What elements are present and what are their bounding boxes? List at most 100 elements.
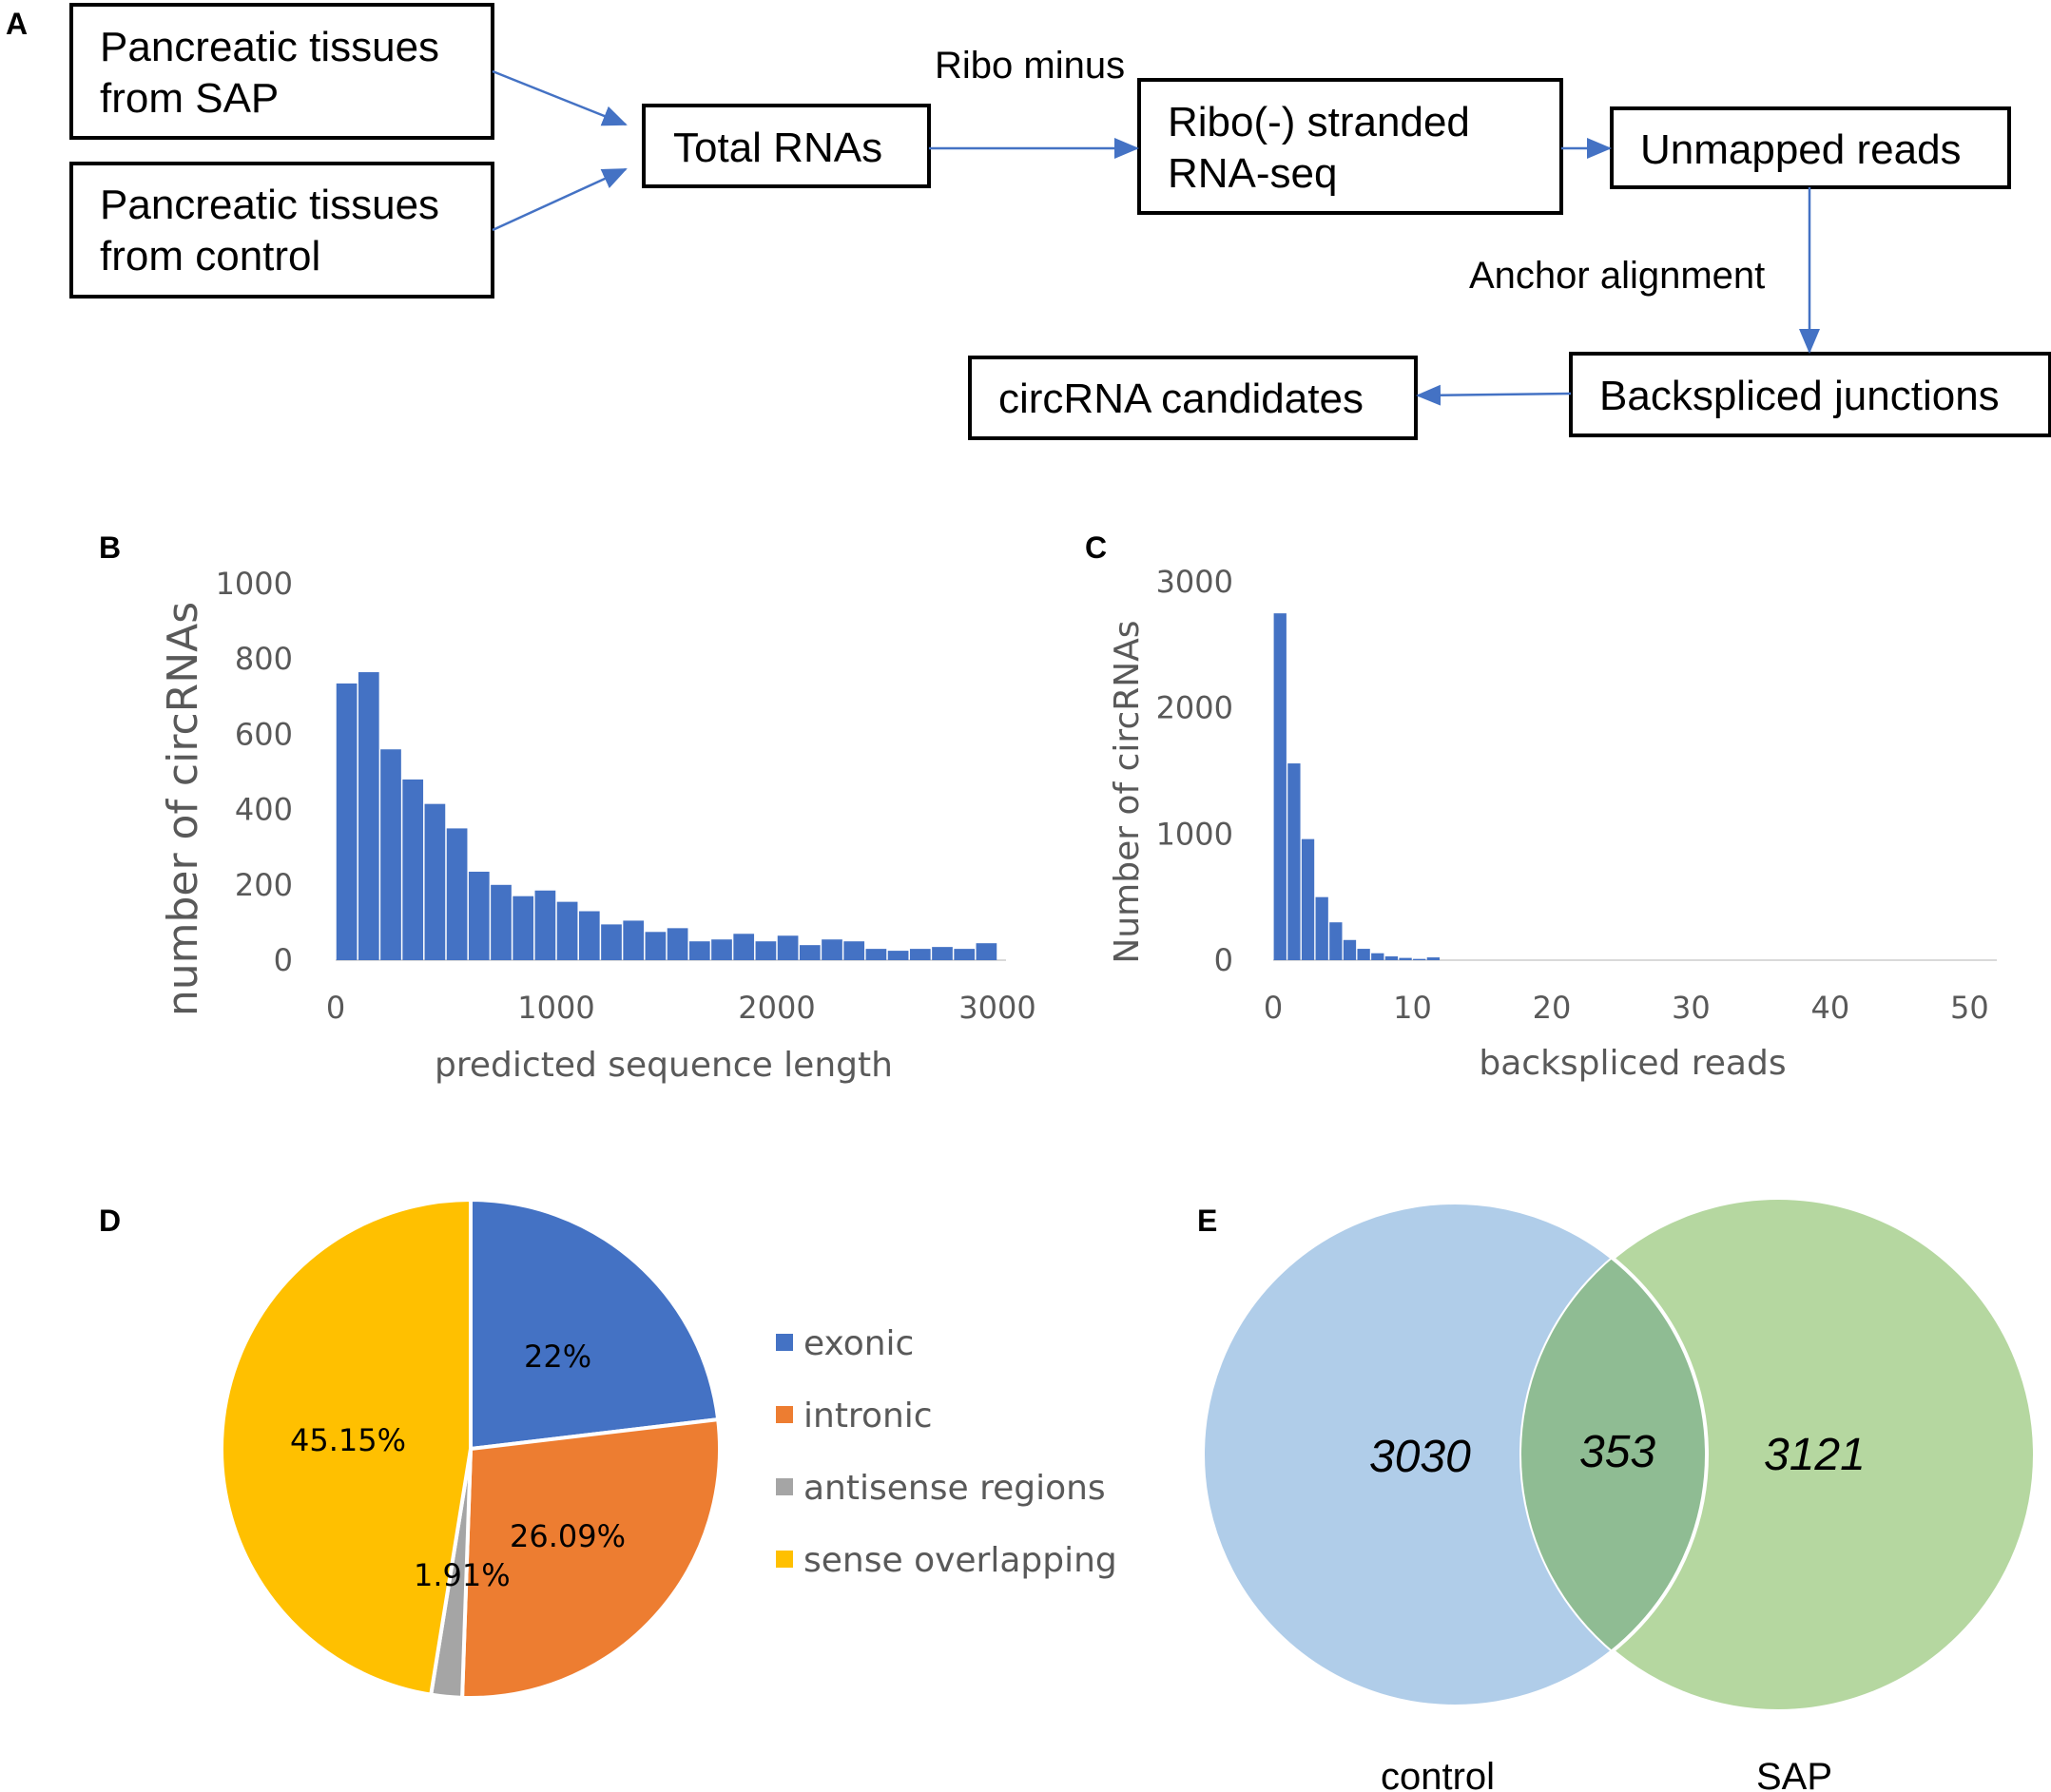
ribo-minus-label: Ribo minus [935, 45, 1125, 87]
rna-seq-line1: Ribo(-) stranded [1168, 99, 1470, 145]
length-histogram-y-tick: 600 [235, 716, 293, 752]
control-tissue-line1: Pancreatic tissues [100, 182, 439, 228]
length-histogram-bar [688, 941, 710, 960]
reads-histogram-bar [1301, 838, 1315, 960]
reads-histogram-bar [1384, 956, 1399, 960]
reads-histogram-bar [1426, 957, 1441, 960]
pie-slice-intronic [460, 1417, 722, 1700]
length-histogram-bar [755, 941, 777, 960]
pie-label-intronic: 26.09% [510, 1518, 626, 1554]
length-histogram-bar [446, 828, 468, 960]
reads-histogram-y-tick: 1000 [1156, 816, 1233, 852]
legend-swatch-intronic [776, 1406, 793, 1423]
length-histogram-bar [402, 779, 424, 960]
legend-swatch-sense [776, 1551, 793, 1568]
arrow-control-to-total [492, 167, 628, 232]
panel-letter-b: B [99, 530, 121, 565]
reads-histogram-y-ticks: 0 1000 2000 3000 [1156, 564, 1233, 978]
length-histogram-bar [491, 884, 512, 960]
reads-histogram-y-title: Number of circRNAs [1108, 620, 1147, 963]
control-tissue-box: Pancreatic tissues from control [69, 162, 494, 299]
length-histogram-bar [380, 749, 401, 960]
reads-histogram-bar [1343, 939, 1357, 960]
length-histogram-bar [623, 920, 645, 960]
length-histogram-bar [336, 683, 358, 960]
panel-letter-c: C [1085, 530, 1107, 565]
rna-seq-line2: RNA-seq [1168, 150, 1338, 197]
length-histogram-bar [865, 949, 887, 960]
reads-histogram-bar [1315, 896, 1328, 960]
venn-name-control: control [1381, 1756, 1495, 1792]
length-histogram-y-tick: 0 [274, 942, 293, 978]
pie-label-antisense: 1.91% [414, 1557, 511, 1593]
rna-seq-box: Ribo(-) stranded RNA-seq [1137, 78, 1563, 215]
length-histogram-y-tick: 1000 [216, 566, 293, 602]
arrow-sap-to-total [492, 69, 628, 126]
arrow-backspliced-to-candidates [1416, 384, 1572, 406]
legend-label-exonic: exonic [803, 1324, 914, 1363]
reads-histogram-x-tick: 20 [1533, 990, 1572, 1026]
venn-count-intersection: 353 [1579, 1427, 1655, 1477]
length-histogram-bars [336, 672, 997, 960]
length-histogram-bar [711, 939, 732, 960]
reads-histogram-x-tick: 30 [1672, 990, 1711, 1026]
pie-slice-exonic [469, 1198, 721, 1451]
venn-diagram: 3030 353 3121 control SAP [1201, 1196, 2037, 1792]
panel-letter-e: E [1197, 1204, 1217, 1238]
backspliced-junctions-label: Backspliced junctions [1599, 373, 2000, 419]
unmapped-reads-label: Unmapped reads [1640, 126, 1962, 173]
venn-count-sap: 3121 [1764, 1430, 1866, 1480]
length-histogram-bar [976, 943, 997, 960]
length-histogram-bar [887, 951, 909, 960]
length-histogram-bar [513, 896, 534, 960]
reads-histogram-bar [1413, 958, 1426, 960]
pie-label-sense: 45.15% [290, 1422, 406, 1458]
legend-swatch-antisense [776, 1478, 793, 1495]
reads-histogram-bar [1399, 957, 1412, 960]
length-histogram-y-tick: 800 [235, 641, 293, 677]
panel-letter-d: D [99, 1204, 121, 1238]
reads-histogram-bar [1357, 949, 1370, 960]
legend-label-antisense: antisense regions [803, 1469, 1106, 1508]
reads-histogram-bar [1371, 953, 1384, 960]
length-histogram-y-tick: 400 [235, 792, 293, 828]
length-histogram-bar [843, 941, 865, 960]
region-pie: 22% 26.09% 1.91% 45.15% exonic intronic … [220, 1198, 1117, 1700]
legend-label-sense: sense overlapping [803, 1541, 1117, 1580]
length-histogram-bar [733, 934, 755, 960]
unmapped-reads-box: Unmapped reads [1610, 106, 2011, 189]
length-histogram-bar [556, 901, 578, 960]
length-histogram-bar [534, 890, 556, 960]
length-histogram-bar [424, 803, 446, 960]
reads-histogram-x-tick: 10 [1393, 990, 1432, 1026]
length-histogram: 0 200 400 600 800 1000 0 1000 2000 3000 number o… [159, 566, 1036, 1085]
length-histogram-bar [667, 928, 688, 960]
anchor-alignment-label: Anchor alignment [1469, 255, 1765, 297]
length-histogram-y-title: number of circRNAs [159, 602, 207, 1016]
pie-label-exonic: 22% [524, 1339, 591, 1375]
venn-count-control: 3030 [1369, 1432, 1471, 1482]
length-histogram-x-tick: 0 [326, 990, 345, 1026]
sap-tissue-line2: from SAP [100, 75, 279, 122]
sap-tissue-box: Pancreatic tissues from SAP [69, 3, 494, 140]
panel-letter-a: A [6, 7, 28, 41]
length-histogram-bar [954, 949, 976, 960]
total-rnas-box: Total RNAs [642, 104, 931, 188]
venn-intersection [1521, 1203, 1707, 1706]
region-pie-slices [220, 1198, 722, 1700]
length-histogram-bar [932, 947, 953, 960]
reads-histogram-x-ticks: 0 10 20 30 40 50 [1264, 990, 1989, 1026]
legend-label-intronic: intronic [803, 1397, 933, 1436]
length-histogram-bar [358, 672, 379, 960]
reads-histogram-y-tick: 3000 [1156, 564, 1233, 600]
circrna-candidates-box: circRNA candidates [968, 356, 1418, 440]
length-histogram-x-tick: 3000 [958, 990, 1035, 1026]
reads-histogram-x-title: backspliced reads [1479, 1044, 1786, 1083]
length-histogram-bar [645, 932, 667, 960]
backspliced-junctions-box: Backspliced junctions [1569, 352, 2051, 437]
reads-histogram-x-tick: 0 [1264, 990, 1283, 1026]
sap-tissue-line1: Pancreatic tissues [100, 24, 439, 70]
venn-control-outline [1201, 1201, 1709, 1708]
legend-swatch-exonic [776, 1334, 793, 1351]
length-histogram-y-tick: 200 [235, 867, 293, 903]
